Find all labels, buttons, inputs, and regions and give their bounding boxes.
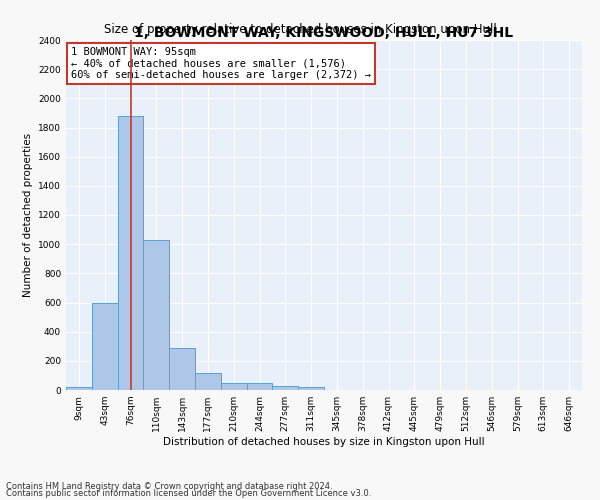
- Title: 1, BOWMONT WAY, KINGSWOOD, HULL, HU7 3HL: 1, BOWMONT WAY, KINGSWOOD, HULL, HU7 3HL: [134, 26, 514, 40]
- Bar: [272, 386, 298, 390]
- Text: 1 BOWMONT WAY: 95sqm
← 40% of detached houses are smaller (1,576)
60% of semi-de: 1 BOWMONT WAY: 95sqm ← 40% of detached h…: [71, 47, 371, 80]
- Bar: [66, 387, 92, 390]
- Y-axis label: Number of detached properties: Number of detached properties: [23, 133, 32, 297]
- Bar: [298, 387, 324, 390]
- Bar: [143, 240, 169, 390]
- Bar: [169, 348, 195, 390]
- Bar: [195, 373, 221, 390]
- Bar: [221, 382, 247, 390]
- Text: Size of property relative to detached houses in Kingston upon Hull: Size of property relative to detached ho…: [104, 22, 496, 36]
- Text: Contains public sector information licensed under the Open Government Licence v3: Contains public sector information licen…: [6, 490, 371, 498]
- X-axis label: Distribution of detached houses by size in Kingston upon Hull: Distribution of detached houses by size …: [163, 437, 485, 447]
- Text: Contains HM Land Registry data © Crown copyright and database right 2024.: Contains HM Land Registry data © Crown c…: [6, 482, 332, 491]
- Bar: [92, 302, 118, 390]
- Bar: [247, 384, 272, 390]
- Bar: [118, 116, 143, 390]
